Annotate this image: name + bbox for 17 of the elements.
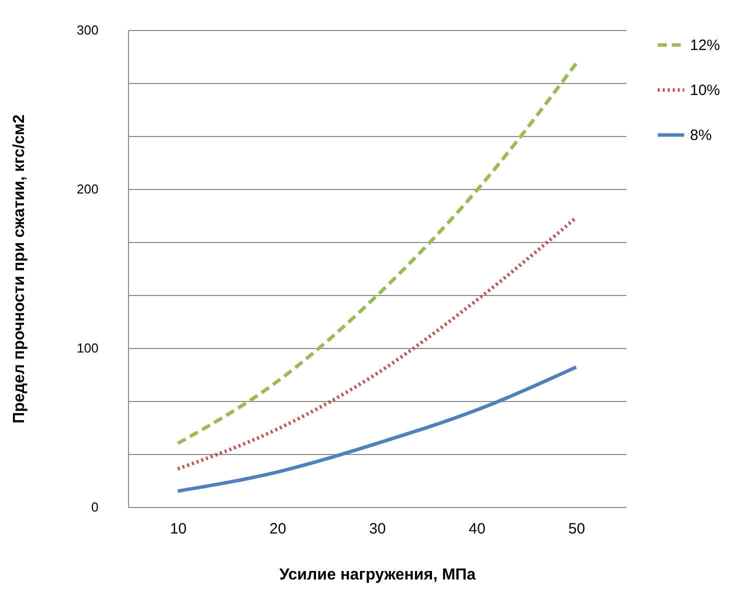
line-series: [176, 365, 578, 493]
x-tick-label: 20: [270, 520, 286, 538]
x-tick-label: 40: [468, 520, 486, 538]
x-tick-label: 50: [568, 520, 586, 538]
legend-label: 12%: [690, 37, 720, 54]
y-tick-label: 100: [76, 340, 98, 356]
line-series: [176, 62, 578, 446]
line-series: [176, 216, 578, 471]
legend-label: 8%: [690, 127, 712, 144]
y-tick-label: 300: [76, 22, 98, 38]
x-tick-label: 10: [170, 520, 187, 538]
y-axis-title: Предел прочности при сжатии, кгс/см2: [10, 114, 28, 424]
y-tick-label: 0: [91, 500, 98, 514]
y-tick-label: 200: [76, 182, 98, 196]
x-tick-label: 30: [369, 520, 386, 538]
legend-label: 10%: [690, 82, 720, 99]
x-axis-title: Усилие нагружения, МПа: [279, 566, 476, 584]
